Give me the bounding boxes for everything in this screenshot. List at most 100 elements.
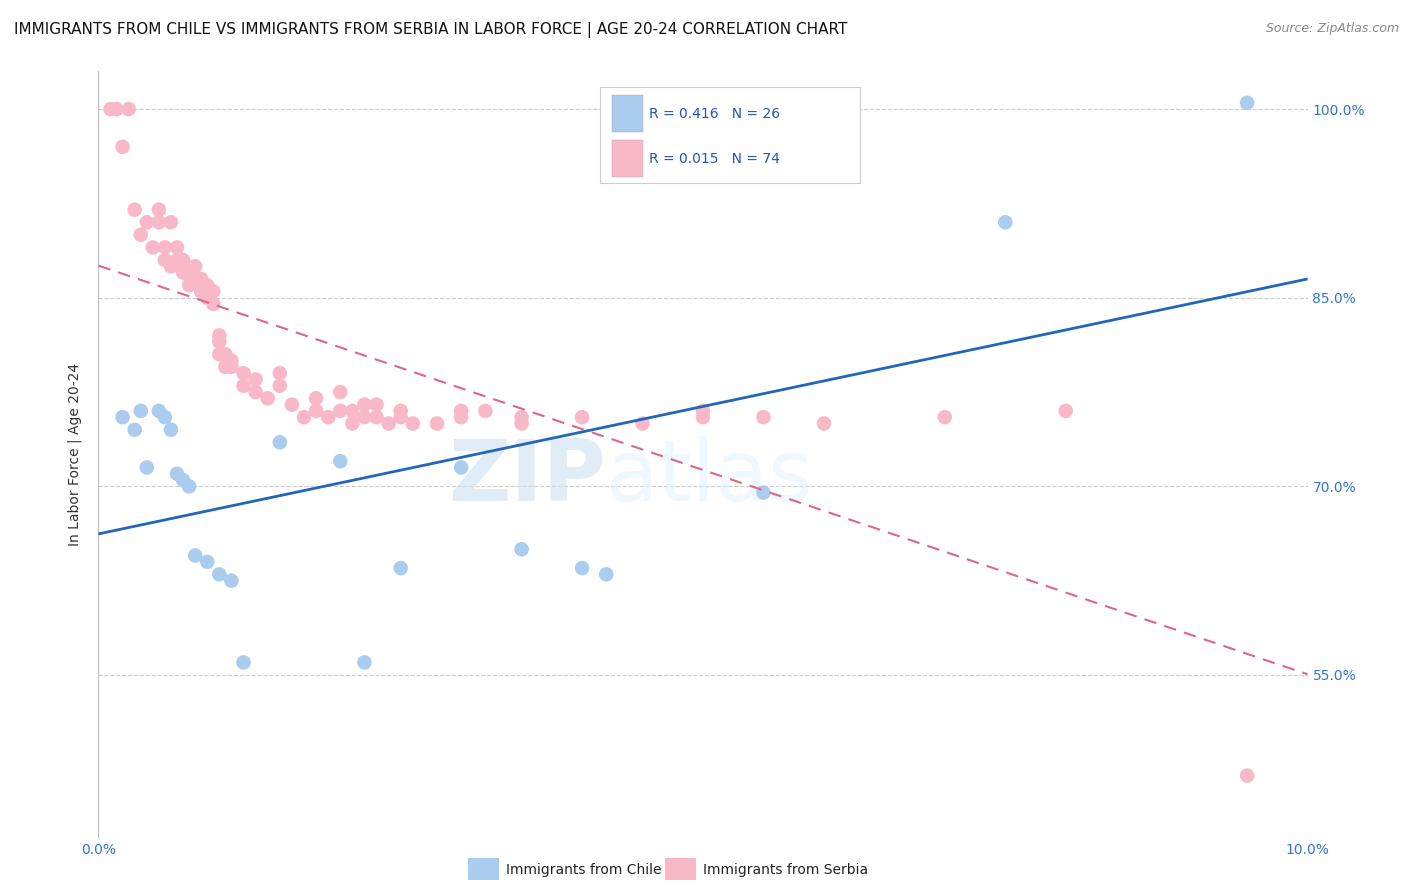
Point xyxy=(148,215,170,229)
Point xyxy=(450,404,472,418)
Point xyxy=(172,266,194,280)
Point xyxy=(221,353,243,368)
Point xyxy=(402,417,425,431)
Point xyxy=(366,398,388,412)
Point xyxy=(232,378,254,392)
Point xyxy=(245,385,267,400)
Point xyxy=(111,410,134,425)
Text: R = 0.015   N = 74: R = 0.015 N = 74 xyxy=(648,152,779,166)
Point xyxy=(195,278,218,293)
Point xyxy=(179,266,201,280)
Point xyxy=(179,479,201,493)
Point xyxy=(184,549,207,563)
Point xyxy=(160,260,183,274)
Point xyxy=(208,328,231,343)
Point xyxy=(166,252,188,267)
Point xyxy=(269,378,291,392)
Point xyxy=(166,240,188,254)
Point xyxy=(256,392,278,406)
Point xyxy=(184,260,207,274)
Point xyxy=(366,410,388,425)
Point xyxy=(994,215,1017,229)
Point xyxy=(1236,769,1258,783)
Point xyxy=(752,485,775,500)
Point xyxy=(208,567,231,582)
Point xyxy=(160,423,183,437)
Point xyxy=(208,334,231,349)
Text: Immigrants from Chile: Immigrants from Chile xyxy=(506,863,662,877)
Point xyxy=(100,102,122,116)
Point xyxy=(510,417,533,431)
Point xyxy=(129,404,152,418)
Point xyxy=(190,285,212,299)
Point xyxy=(353,410,375,425)
Point xyxy=(474,404,496,418)
Point xyxy=(232,656,254,670)
Point xyxy=(426,417,449,431)
Point xyxy=(142,240,165,254)
Point xyxy=(135,215,157,229)
Point xyxy=(692,404,714,418)
Point xyxy=(510,542,533,557)
Point xyxy=(389,561,412,575)
Point xyxy=(450,460,472,475)
Point xyxy=(353,398,375,412)
Y-axis label: In Labor Force | Age 20-24: In Labor Force | Age 20-24 xyxy=(67,363,83,547)
Point xyxy=(153,240,176,254)
Text: atlas: atlas xyxy=(606,436,814,519)
Point xyxy=(232,366,254,380)
Point xyxy=(450,410,472,425)
Point xyxy=(692,410,714,425)
Point xyxy=(172,473,194,487)
Point xyxy=(510,410,533,425)
Point xyxy=(202,285,225,299)
Text: Source: ZipAtlas.com: Source: ZipAtlas.com xyxy=(1265,22,1399,36)
Point xyxy=(179,278,201,293)
Point xyxy=(118,102,141,116)
Point xyxy=(305,392,328,406)
FancyBboxPatch shape xyxy=(613,95,643,132)
Point xyxy=(135,460,157,475)
Point xyxy=(148,202,170,217)
Point xyxy=(105,102,128,116)
Point xyxy=(1054,404,1077,418)
Point xyxy=(166,467,188,481)
Point xyxy=(571,410,593,425)
Text: Immigrants from Serbia: Immigrants from Serbia xyxy=(703,863,868,877)
Point xyxy=(245,372,267,386)
Text: ZIP: ZIP xyxy=(449,436,606,519)
Point xyxy=(389,404,412,418)
Point xyxy=(160,215,183,229)
Point xyxy=(934,410,956,425)
Point xyxy=(111,140,134,154)
Point xyxy=(342,417,364,431)
Point xyxy=(269,435,291,450)
Point xyxy=(316,410,339,425)
Point xyxy=(631,417,654,431)
Point xyxy=(153,410,176,425)
Point xyxy=(208,347,231,361)
Point xyxy=(214,359,236,374)
Point xyxy=(195,555,218,569)
Point xyxy=(389,410,412,425)
Point xyxy=(813,417,835,431)
Point xyxy=(292,410,315,425)
Point xyxy=(595,567,617,582)
Point xyxy=(184,272,207,286)
Point xyxy=(329,404,352,418)
Text: IMMIGRANTS FROM CHILE VS IMMIGRANTS FROM SERBIA IN LABOR FORCE | AGE 20-24 CORRE: IMMIGRANTS FROM CHILE VS IMMIGRANTS FROM… xyxy=(14,22,848,38)
Text: R = 0.416   N = 26: R = 0.416 N = 26 xyxy=(648,106,780,120)
Point xyxy=(571,561,593,575)
Point xyxy=(221,574,243,588)
Point xyxy=(129,227,152,242)
Point xyxy=(752,410,775,425)
FancyBboxPatch shape xyxy=(600,87,860,183)
Point xyxy=(124,202,146,217)
Point xyxy=(221,359,243,374)
Point xyxy=(195,291,218,305)
Point xyxy=(148,404,170,418)
FancyBboxPatch shape xyxy=(613,140,643,177)
Point xyxy=(202,297,225,311)
Point xyxy=(305,404,328,418)
Point xyxy=(342,404,364,418)
